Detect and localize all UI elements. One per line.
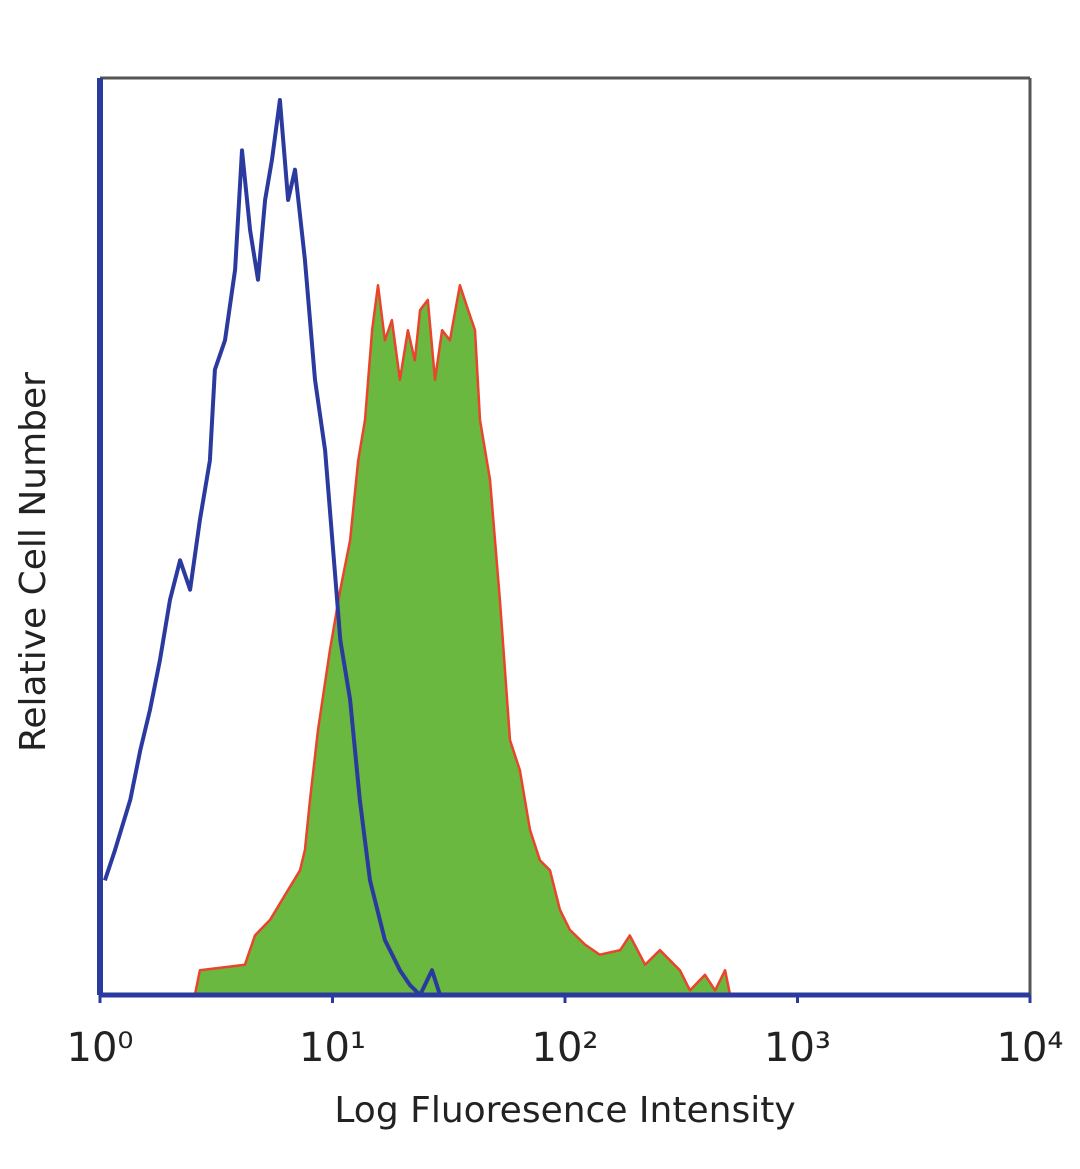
x-tick-label: 10² — [532, 1025, 599, 1071]
y-axis-label: Relative Cell Number — [13, 372, 54, 752]
histogram-line — [103, 98, 1030, 997]
x-tick-label: 10¹ — [299, 1025, 366, 1071]
x-tick-label: 10⁰ — [67, 1025, 134, 1071]
x-tick-label: 10³ — [764, 1025, 831, 1071]
histogram-area — [98, 283, 732, 997]
x-axis-label: Log Fluoresence Intensity — [334, 1090, 795, 1131]
x-tick-label: 10⁴ — [997, 1025, 1064, 1071]
